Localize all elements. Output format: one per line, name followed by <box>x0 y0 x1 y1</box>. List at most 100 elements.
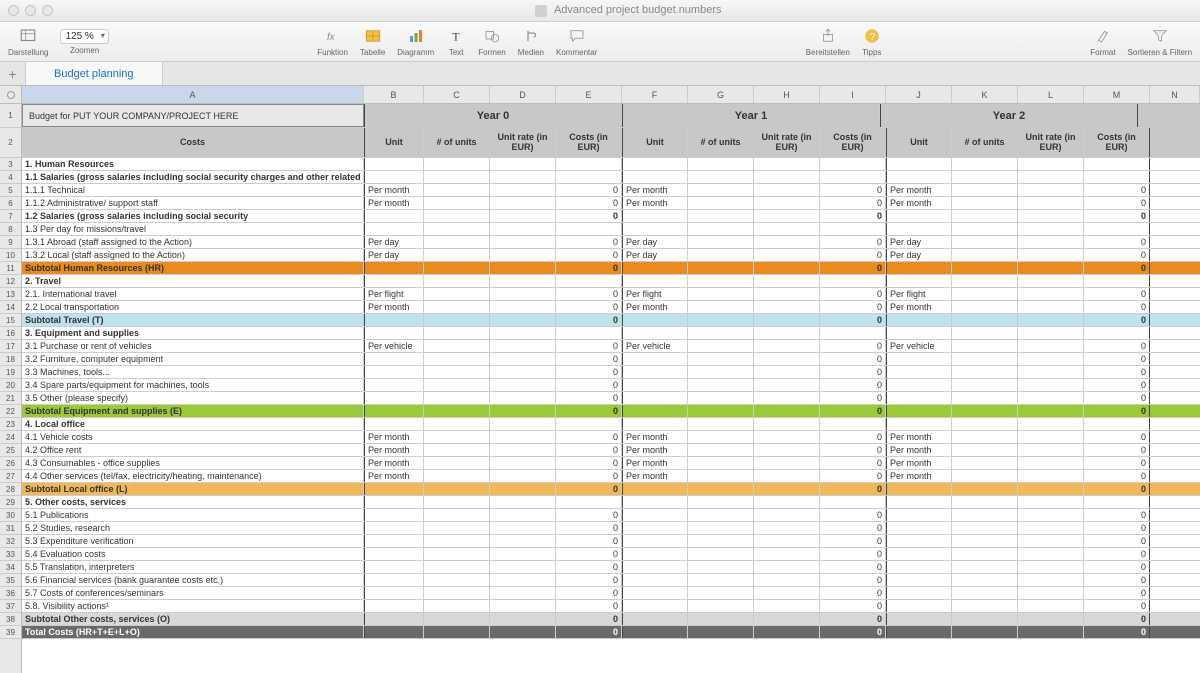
cell[interactable] <box>490 379 556 391</box>
row-header[interactable]: 9 <box>0 236 21 249</box>
cell[interactable] <box>754 470 820 482</box>
cell[interactable]: 0 <box>556 431 622 443</box>
cell[interactable] <box>1018 340 1084 352</box>
cell[interactable]: Per month <box>364 184 424 196</box>
cell[interactable] <box>364 392 424 404</box>
cell[interactable] <box>490 210 556 222</box>
cell[interactable]: 0 <box>1084 392 1150 404</box>
cell[interactable]: 0 <box>820 561 886 573</box>
cell[interactable] <box>424 561 490 573</box>
cell[interactable]: 0 <box>556 509 622 521</box>
cell[interactable] <box>1084 496 1150 508</box>
cell[interactable] <box>490 483 556 495</box>
row-header[interactable]: 2 <box>0 128 21 158</box>
cell[interactable]: 0 <box>556 483 622 495</box>
column-subheader[interactable]: Unit <box>364 128 424 157</box>
cell[interactable] <box>1018 457 1084 469</box>
cell[interactable]: 0 <box>1084 457 1150 469</box>
cell[interactable] <box>820 496 886 508</box>
cell[interactable] <box>952 288 1018 300</box>
cell[interactable] <box>490 262 556 274</box>
cell[interactable]: 0 <box>556 613 622 625</box>
cell[interactable] <box>688 301 754 313</box>
cell[interactable]: 0 <box>820 366 886 378</box>
cell[interactable] <box>952 405 1018 417</box>
cell[interactable] <box>688 236 754 248</box>
cell[interactable] <box>886 574 952 586</box>
cell[interactable]: 1.1.1 Technical <box>22 184 364 196</box>
cell[interactable]: 0 <box>556 288 622 300</box>
cell[interactable] <box>490 574 556 586</box>
spreadsheet-cells[interactable]: Budget for PUT YOUR COMPANY/PROJECT HERE… <box>22 104 1200 673</box>
cell[interactable] <box>1018 522 1084 534</box>
cell[interactable] <box>364 405 424 417</box>
cell[interactable] <box>622 587 688 599</box>
cell[interactable] <box>424 171 490 183</box>
cell[interactable] <box>364 210 424 222</box>
cell[interactable] <box>952 249 1018 261</box>
cell[interactable] <box>364 418 424 430</box>
select-all-corner[interactable] <box>0 86 22 103</box>
cell[interactable]: 0 <box>820 535 886 547</box>
cell[interactable] <box>556 171 622 183</box>
cell[interactable] <box>1084 275 1150 287</box>
cell[interactable] <box>424 301 490 313</box>
cell[interactable]: 0 <box>820 353 886 365</box>
cell[interactable] <box>424 522 490 534</box>
cell[interactable]: 0 <box>1084 431 1150 443</box>
cell[interactable]: Per month <box>886 301 952 313</box>
cell[interactable]: 1.3 Per day for missions/travel <box>22 223 364 235</box>
cell[interactable] <box>424 405 490 417</box>
cell[interactable] <box>556 327 622 339</box>
cell[interactable] <box>688 587 754 599</box>
cell[interactable] <box>886 366 952 378</box>
cell[interactable] <box>490 548 556 560</box>
cell[interactable] <box>886 418 952 430</box>
cell[interactable]: 0 <box>1084 483 1150 495</box>
cell[interactable] <box>490 561 556 573</box>
cell[interactable]: 1.1.2 Administrative/ support staff <box>22 197 364 209</box>
cell[interactable] <box>364 548 424 560</box>
cell[interactable] <box>424 535 490 547</box>
cell[interactable]: Per month <box>364 301 424 313</box>
row-header[interactable]: 31 <box>0 522 21 535</box>
cell[interactable] <box>490 613 556 625</box>
cell[interactable] <box>952 392 1018 404</box>
cell[interactable] <box>688 314 754 326</box>
cell[interactable] <box>364 327 424 339</box>
cell[interactable] <box>490 236 556 248</box>
column-header-K[interactable]: K <box>952 86 1018 103</box>
cell[interactable] <box>1018 548 1084 560</box>
cell[interactable] <box>490 249 556 261</box>
share-button[interactable]: Bereitstellen <box>806 26 850 57</box>
cell[interactable]: 5.6 Financial services (bank guarantee c… <box>22 574 364 586</box>
cell[interactable] <box>364 574 424 586</box>
cell[interactable] <box>886 223 952 235</box>
row-header[interactable]: 7 <box>0 210 21 223</box>
cell[interactable] <box>952 574 1018 586</box>
cell[interactable] <box>886 600 952 612</box>
column-subheader[interactable]: # of units <box>688 128 754 157</box>
cell[interactable] <box>952 158 1018 170</box>
cell[interactable] <box>1084 223 1150 235</box>
cell[interactable] <box>754 340 820 352</box>
cell[interactable] <box>1018 197 1084 209</box>
cell[interactable]: 0 <box>1084 314 1150 326</box>
column-subheader[interactable]: Unit rate (in EUR) <box>1018 128 1084 157</box>
cell[interactable] <box>952 236 1018 248</box>
cell[interactable] <box>754 262 820 274</box>
cell[interactable] <box>952 184 1018 196</box>
cell[interactable] <box>1018 236 1084 248</box>
cell[interactable] <box>490 457 556 469</box>
cell[interactable]: 4.2 Office rent <box>22 444 364 456</box>
cell[interactable]: 0 <box>820 509 886 521</box>
cell[interactable] <box>622 392 688 404</box>
cell[interactable]: 4.4 Other services (tel/fax, electricity… <box>22 470 364 482</box>
cell[interactable]: 0 <box>820 236 886 248</box>
cell[interactable] <box>1018 600 1084 612</box>
cell[interactable]: 0 <box>1084 184 1150 196</box>
cell[interactable] <box>754 327 820 339</box>
cell[interactable] <box>754 197 820 209</box>
tips-button[interactable]: ? Tipps <box>862 26 882 57</box>
cell[interactable]: 0 <box>820 587 886 599</box>
